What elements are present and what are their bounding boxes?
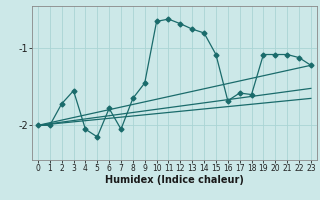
X-axis label: Humidex (Indice chaleur): Humidex (Indice chaleur) <box>105 175 244 185</box>
